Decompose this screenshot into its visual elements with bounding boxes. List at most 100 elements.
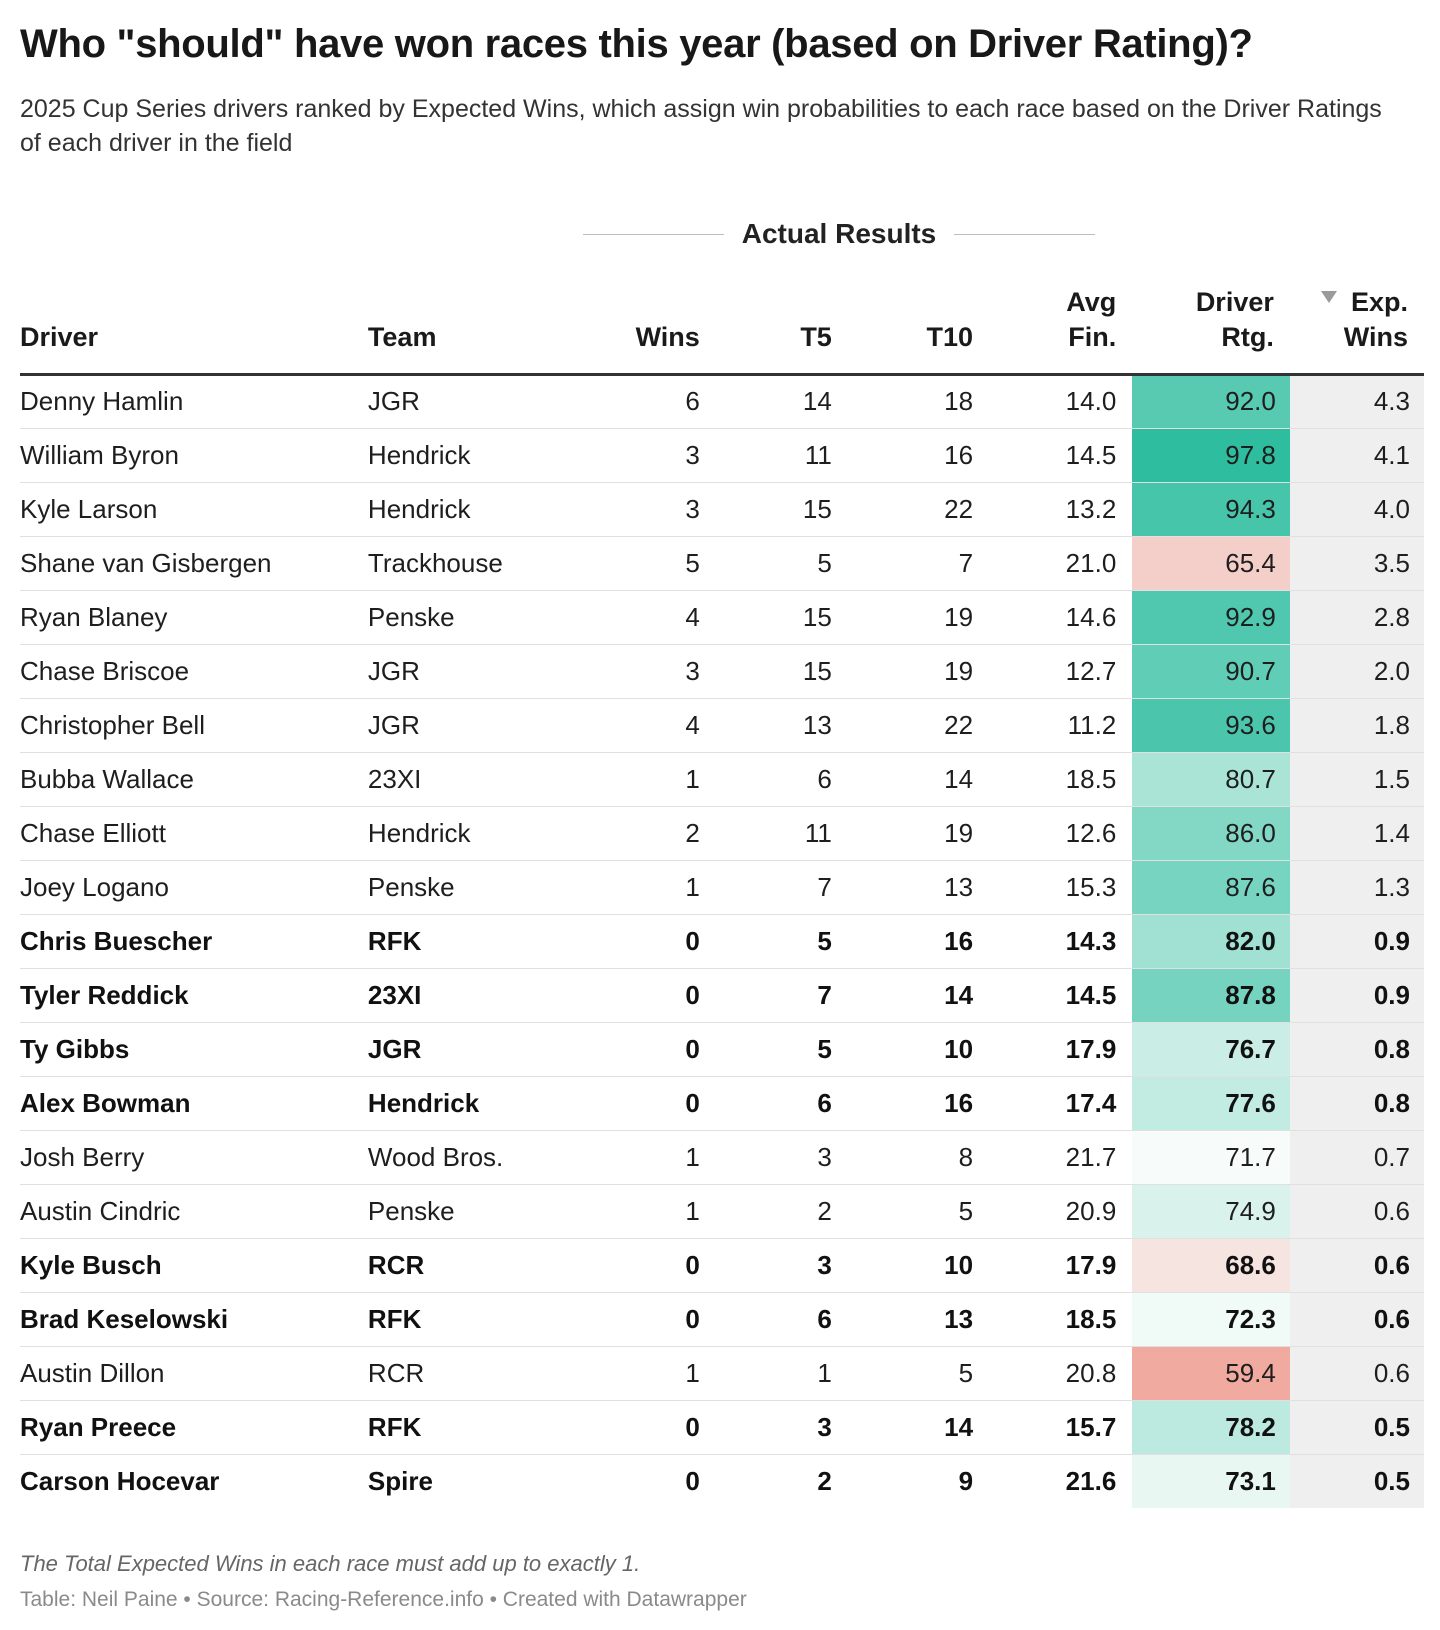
cell-t10: 22 — [847, 482, 990, 537]
column-header-label: Driver — [20, 321, 99, 352]
cell-team: 23XI — [367, 752, 563, 807]
cell-driver: Denny Hamlin — [20, 374, 368, 429]
cell-t5: 15 — [715, 644, 848, 699]
cell-exp-wins: 1.8 — [1289, 698, 1424, 753]
cell-t10: 7 — [847, 536, 990, 591]
cell-t10: 16 — [847, 1076, 990, 1131]
table-row: Ryan Preece RFK 0 3 14 15.7 78.2 0.5 — [20, 1400, 1424, 1455]
column-header-t10[interactable]: T10 — [847, 278, 990, 376]
cell-exp-wins: 0.5 — [1289, 1400, 1424, 1455]
cell-driver: Christopher Bell — [20, 698, 368, 753]
table-row: Kyle Busch RCR 0 3 10 17.9 68.6 0.6 — [20, 1238, 1424, 1293]
cell-team: Wood Bros. — [367, 1130, 563, 1185]
cell-wins: 1 — [562, 1130, 716, 1185]
cell-driver: Brad Keselowski — [20, 1292, 368, 1347]
cell-driver-rtg: 76.7 — [1132, 1022, 1290, 1077]
column-header-label: T10 — [926, 321, 974, 352]
table-row: William Byron Hendrick 3 11 16 14.5 97.8 4.1 — [20, 428, 1424, 483]
table-row: Bubba Wallace 23XI 1 6 14 18.5 80.7 1.5 — [20, 752, 1424, 807]
cell-team: Hendrick — [367, 482, 563, 537]
cell-t5: 3 — [715, 1238, 848, 1293]
cell-driver: Kyle Busch — [20, 1238, 368, 1293]
cell-t5: 2 — [817, 1465, 832, 1496]
cell-wins: 0 — [685, 1465, 700, 1496]
cell-driver-rtg: 80.7 — [1132, 752, 1290, 807]
cell-driver-rtg: 78.2 — [1132, 1400, 1290, 1455]
cell-driver-rtg: 59.4 — [1132, 1346, 1290, 1401]
cell-avg-fin: 21.6 — [1065, 1465, 1117, 1496]
cell-wins: 0 — [562, 1022, 716, 1077]
cell-avg-fin: 20.9 — [989, 1184, 1133, 1239]
table-row: Ryan Blaney Penske 4 15 19 14.6 92.9 2.8 — [20, 590, 1424, 645]
cell-driver-rtg: 82.0 — [1132, 914, 1290, 969]
cell-t10: 8 — [847, 1130, 990, 1185]
cell-team: 23XI — [367, 968, 563, 1023]
column-header-driver-rtg[interactable]: Driver Rtg. — [1132, 278, 1290, 376]
cell-t10: 10 — [847, 1022, 990, 1077]
cell-driver-rtg: 65.4 — [1132, 536, 1290, 591]
cell-driver-rtg: 90.7 — [1132, 644, 1290, 699]
cell-wins: 1 — [562, 860, 716, 915]
cell-t10: 5 — [847, 1346, 990, 1401]
cell-t5: 7 — [715, 860, 848, 915]
cell-avg-fin: 17.9 — [989, 1022, 1133, 1077]
cell-t5: 3 — [715, 1130, 848, 1185]
table-row: Ty Gibbs JGR 0 5 10 17.9 76.7 0.8 — [20, 1022, 1424, 1077]
column-header-team[interactable]: Team — [367, 278, 563, 376]
cell-team: Hendrick — [367, 806, 563, 861]
cell-wins: 0 — [562, 1292, 716, 1347]
cell-wins: 3 — [562, 644, 716, 699]
cell-avg-fin: 17.4 — [989, 1076, 1133, 1131]
column-header-exp-wins[interactable]: Exp. Wins — [1289, 278, 1424, 376]
table-row: Joey Logano Penske 1 7 13 15.3 87.6 1.3 — [20, 860, 1424, 915]
cell-t10: 19 — [847, 590, 990, 645]
column-header-label: Rtg. — [1221, 321, 1274, 352]
cell-driver: Austin Dillon — [20, 1346, 368, 1401]
cell-wins: 0 — [562, 1400, 716, 1455]
cell-team: Spire — [367, 1465, 433, 1496]
cell-wins: 4 — [562, 590, 716, 645]
cell-t10: 5 — [847, 1184, 990, 1239]
cell-t10: 19 — [847, 806, 990, 861]
table-row: Chase Briscoe JGR 3 15 19 12.7 90.7 2.0 — [20, 644, 1424, 699]
cell-t5: 6 — [715, 752, 848, 807]
column-header-t5[interactable]: T5 — [715, 278, 848, 376]
cell-driver: Josh Berry — [20, 1130, 368, 1185]
table-row: Carson Hocevar Spire 0 2 9 21.6 73.1 0.5 — [20, 1454, 1424, 1508]
cell-team: Penske — [367, 590, 563, 645]
column-header-label: Fin. — [1068, 321, 1117, 352]
cell-driver: Shane van Gisbergen — [20, 536, 368, 591]
cell-driver: Carson Hocevar — [20, 1465, 220, 1496]
cell-t5: 5 — [715, 1022, 848, 1077]
cell-avg-fin: 21.0 — [989, 536, 1133, 591]
cell-driver-rtg: 74.9 — [1132, 1184, 1290, 1239]
group-header-label: Actual Results — [741, 218, 937, 249]
column-header-driver[interactable]: Driver — [20, 278, 368, 376]
cell-exp-wins: 1.4 — [1289, 806, 1424, 861]
cell-team: Trackhouse — [367, 536, 563, 591]
chart-notes: The Total Expected Wins in each race mus… — [20, 1551, 641, 1576]
sort-descending-icon[interactable] — [1320, 290, 1337, 303]
cell-exp-wins: 0.8 — [1289, 1076, 1424, 1131]
cell-wins: 1 — [562, 752, 716, 807]
cell-wins: 6 — [562, 374, 716, 429]
cell-avg-fin: 14.0 — [989, 374, 1133, 429]
cell-avg-fin: 13.2 — [989, 482, 1133, 537]
column-header-avg-fin[interactable]: Avg Fin. — [989, 278, 1133, 376]
table-row: Alex Bowman Hendrick 0 6 16 17.4 77.6 0.8 — [20, 1076, 1424, 1131]
cell-t10: 16 — [847, 428, 990, 483]
cell-team: RCR — [367, 1346, 563, 1401]
cell-driver: Ryan Preece — [20, 1400, 368, 1455]
cell-driver: Kyle Larson — [20, 482, 368, 537]
column-header-label: Team — [367, 321, 437, 352]
cell-driver-rtg: 68.6 — [1132, 1238, 1290, 1293]
header-row: Driver Team Wins T5 T10 Avg Fin. Driver Rtg. Exp.… — [20, 278, 1424, 376]
table-row: Chase Elliott Hendrick 2 11 19 12.6 86.0 1.4 — [20, 806, 1424, 861]
cell-t10: 9 — [958, 1465, 974, 1496]
column-header-wins[interactable]: Wins — [562, 278, 716, 376]
cell-t5: 15 — [715, 590, 848, 645]
cell-team: JGR — [367, 644, 563, 699]
cell-wins: 5 — [562, 536, 716, 591]
cell-team: RFK — [367, 1292, 563, 1347]
cell-driver-rtg: 92.0 — [1132, 374, 1290, 429]
